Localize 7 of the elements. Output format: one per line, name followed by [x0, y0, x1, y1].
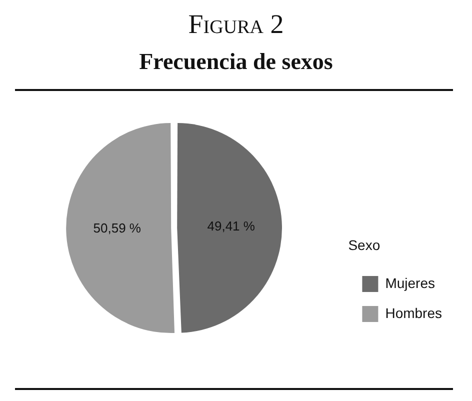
legend-title: Sexo — [348, 237, 380, 254]
legend-label: Hombres — [385, 304, 442, 321]
legend-label: Mujeres — [385, 274, 436, 291]
chart-subtitle: Frecuencia de sexos — [138, 48, 334, 76]
chart-title: Figura 2 — [187, 8, 285, 40]
data-label: 49,41 % — [207, 218, 256, 234]
data-label: 50,59 % — [93, 220, 142, 236]
